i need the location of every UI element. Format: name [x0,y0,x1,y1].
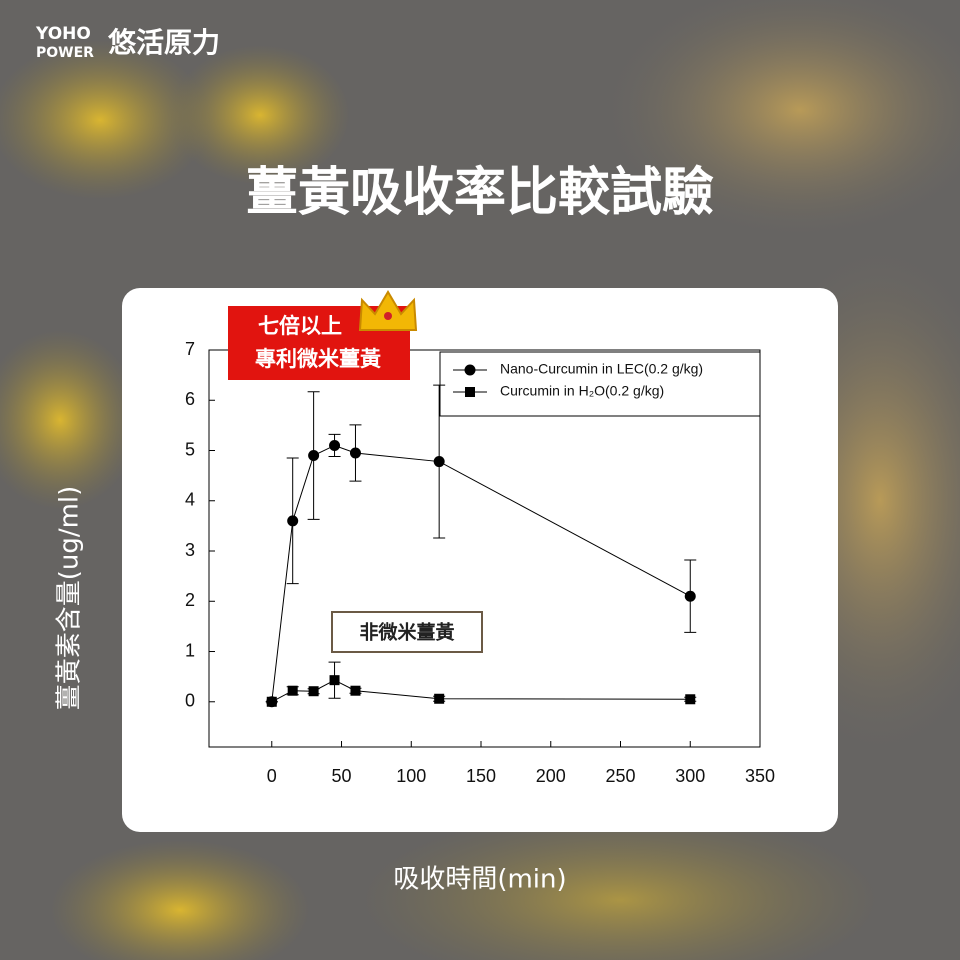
y-tick-label: 7 [185,339,195,359]
ginger-root [600,0,960,240]
logo-name: 悠活原力 [107,26,220,59]
legend-label: Nano-Curcumin in LEC(0.2 g/kg) [500,361,703,377]
plot-frame [208,349,761,748]
x-tick-label: 0 [267,766,277,786]
marker [287,515,299,527]
marker [329,675,340,686]
marker [350,685,361,696]
x-tick-label: 300 [675,766,705,786]
y-tick-label: 5 [185,439,195,459]
y-tick-label: 4 [185,490,195,510]
card [122,288,838,832]
legend-label: Curcumin in H₂O(0.2 g/kg) [500,383,664,399]
marker [308,686,319,697]
x-tick-label: 100 [396,766,426,786]
x-tick-label: 200 [536,766,566,786]
y-tick-label: 1 [185,640,195,660]
y-tick-label: 2 [185,590,195,610]
logo-top: YOHO [35,24,91,44]
marker [684,590,696,602]
marker [685,694,696,705]
marker [434,693,445,704]
legend-marker [464,364,476,376]
x-tick-label: 350 [745,766,775,786]
logo-bottom: POWER [36,45,94,61]
badge-line2: 專利微米薑黃 [255,347,381,371]
marker [266,696,277,707]
x-axis-label: 吸收時間(min) [393,865,566,895]
badge-line1: 七倍以上 [258,314,342,338]
annotation-box [331,611,483,653]
y-axis-label: 薑黃素含量(ug/ml) [55,486,85,711]
legend-marker [465,387,475,397]
marker [308,450,320,462]
x-tick-label: 50 [332,766,352,786]
x-tick-label: 150 [466,766,496,786]
marker [433,456,445,468]
legend [439,351,761,417]
ginger-slice [0,330,140,510]
y-tick-label: 6 [185,389,195,409]
ginger-slice [170,45,350,185]
crown-gem [384,312,392,320]
marker [287,685,298,696]
y-tick-label: 0 [185,691,195,711]
ginger-slice [50,840,310,960]
marker [349,447,361,459]
turmeric-powder [360,810,880,960]
headline: 薑黃吸收率比較試驗 [246,163,714,223]
crown-icon [358,290,418,331]
marker [329,439,341,451]
x-tick-label: 250 [605,766,635,786]
y-tick-label: 3 [185,540,195,560]
annotation: 非微米薑黃 [359,621,454,644]
ginger-slice [0,40,210,200]
